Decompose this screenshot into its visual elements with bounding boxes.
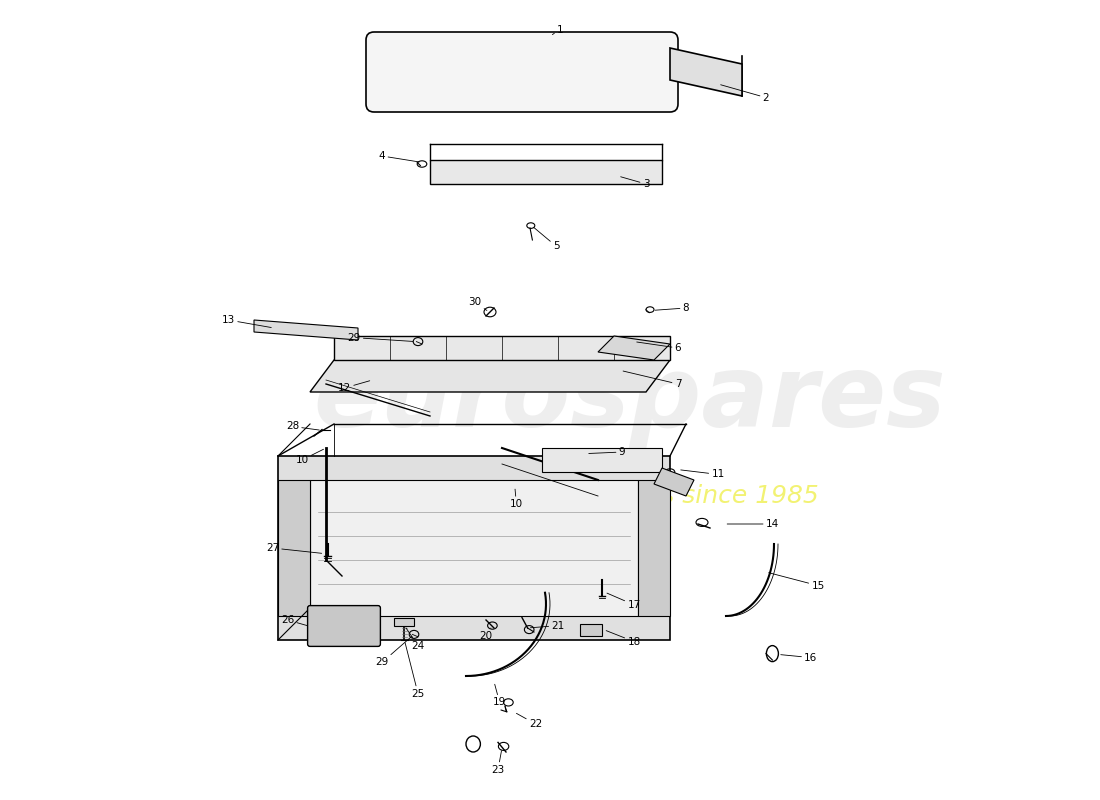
Text: 20: 20 [480,628,493,641]
Text: 3: 3 [620,177,649,189]
FancyBboxPatch shape [308,606,381,646]
Text: 8: 8 [656,303,690,313]
Polygon shape [394,618,414,626]
Polygon shape [430,160,662,184]
Text: 15: 15 [769,573,825,590]
Polygon shape [254,320,358,340]
Text: 4: 4 [378,151,419,162]
Text: 10: 10 [296,450,323,465]
Polygon shape [598,336,670,360]
Polygon shape [654,468,694,496]
Polygon shape [310,480,638,616]
Polygon shape [581,624,602,636]
Text: 12: 12 [338,381,370,393]
Text: 17: 17 [607,593,640,610]
Text: 5: 5 [534,227,560,251]
Text: 23: 23 [492,750,505,774]
Text: 13: 13 [222,315,272,327]
Polygon shape [638,480,670,616]
Text: 30: 30 [469,298,487,310]
Text: 22: 22 [516,714,542,729]
Text: 21: 21 [530,621,564,630]
Polygon shape [334,336,670,360]
Text: a passion for parts since 1985: a passion for parts since 1985 [441,484,818,508]
FancyBboxPatch shape [366,32,678,112]
Text: 14: 14 [727,519,779,529]
Text: 10: 10 [509,489,522,509]
Text: 7: 7 [623,371,681,389]
Text: 2: 2 [720,85,769,102]
Text: 29: 29 [348,333,412,342]
Text: 29: 29 [375,636,411,667]
Text: 25: 25 [405,642,425,698]
Text: 1: 1 [552,25,563,34]
Text: 16: 16 [781,653,817,662]
Text: eurospares: eurospares [314,351,946,449]
Text: 27: 27 [266,543,321,554]
Polygon shape [310,360,670,392]
Text: 19: 19 [493,684,506,707]
Text: 26: 26 [280,615,307,626]
Polygon shape [278,456,670,640]
Text: 6: 6 [637,342,681,353]
Text: 28: 28 [286,422,319,431]
Text: 11: 11 [681,470,725,479]
Text: 24: 24 [406,628,425,650]
Text: 9: 9 [588,447,625,457]
Polygon shape [670,48,742,96]
Polygon shape [278,480,310,616]
Text: 18: 18 [606,630,640,646]
Polygon shape [542,448,662,472]
